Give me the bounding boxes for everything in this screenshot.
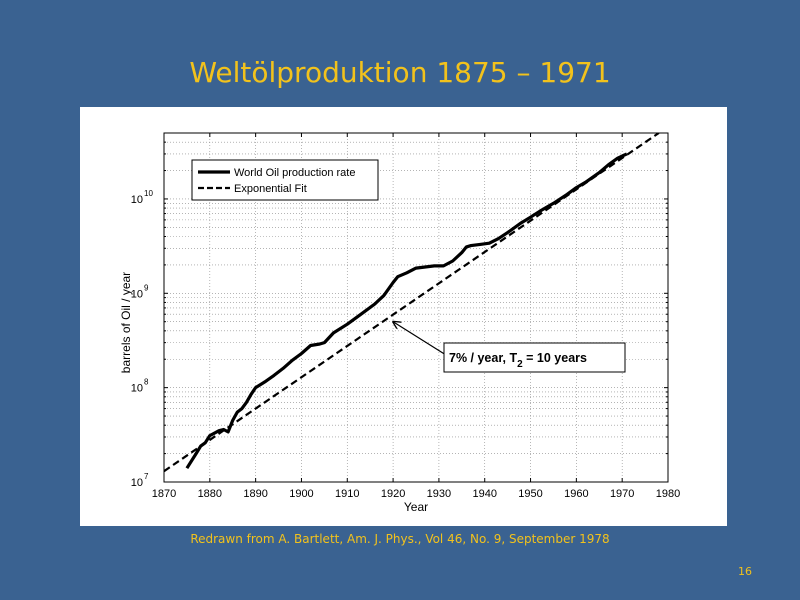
y-tick-base: 10 bbox=[131, 383, 143, 395]
y-tick-label: 108 bbox=[131, 378, 149, 395]
x-tick-label: 1930 bbox=[427, 488, 451, 500]
tick-layer bbox=[163, 132, 669, 483]
x-tick-label: 1960 bbox=[564, 488, 588, 500]
x-tick-label: 1900 bbox=[289, 488, 313, 500]
x-tick-label: 1880 bbox=[198, 488, 222, 500]
y-axis-label: barrels of Oil / year bbox=[119, 272, 133, 373]
annotation-text: 7% / year, T2 = 10 years bbox=[449, 351, 587, 370]
annotation-text-main: 7% / year, T bbox=[449, 351, 517, 365]
source-citation: Redrawn from A. Bartlett, Am. J. Phys., … bbox=[190, 532, 610, 546]
x-tick-label: 1890 bbox=[243, 488, 267, 500]
y-tick-base: 10 bbox=[131, 288, 143, 300]
legend-label: Exponential Fit bbox=[234, 183, 307, 195]
annotation-text-rest: = 10 years bbox=[523, 351, 587, 365]
y-tick-base: 10 bbox=[131, 477, 143, 489]
series-layer bbox=[164, 133, 660, 473]
legend-box bbox=[191, 159, 379, 201]
x-tick-label: 1940 bbox=[472, 488, 496, 500]
series-exponential-fit bbox=[164, 133, 660, 473]
label-layer: 1870 1880 1890 1900 1910 1920 1930 1940 1950 1960… bbox=[119, 189, 680, 514]
y-tick-exponent: 8 bbox=[144, 378, 149, 387]
y-tick-exponent: 7 bbox=[144, 472, 149, 481]
annotation: 7% / year, T2 = 10 years bbox=[393, 322, 626, 373]
y-tick-label: 109 bbox=[131, 283, 149, 300]
x-tick-label: 1910 bbox=[335, 488, 359, 500]
x-tick-label: 1870 bbox=[152, 488, 176, 500]
annotation-box bbox=[443, 342, 626, 373]
x-tick-label: 1970 bbox=[610, 488, 634, 500]
chart-panel: 1870 1880 1890 1900 1910 1920 1930 1940 1950 1960… bbox=[80, 107, 727, 526]
x-tick-label: 1920 bbox=[381, 488, 405, 500]
y-tick-exponent: 10 bbox=[144, 189, 153, 198]
legend-label: World Oil production rate bbox=[234, 167, 355, 179]
legend: World Oil production rate Exponential Fit bbox=[191, 159, 379, 201]
annotation-text-subscript: 2 bbox=[517, 359, 523, 370]
x-axis-label: Year bbox=[404, 500, 428, 514]
x-tick-label: 1950 bbox=[518, 488, 542, 500]
y-tick-label: 107 bbox=[131, 472, 149, 489]
annotation-arrow bbox=[393, 322, 447, 356]
series-world-oil-production bbox=[185, 152, 628, 470]
grid bbox=[164, 133, 668, 482]
page-number: 16 bbox=[738, 565, 752, 578]
x-tick-label: 1980 bbox=[656, 488, 680, 500]
slide-title: Weltölproduktion 1875 – 1971 bbox=[189, 56, 611, 89]
oil-production-chart: 1870 1880 1890 1900 1910 1920 1930 1940 1950 1960… bbox=[119, 132, 680, 514]
y-tick-exponent: 9 bbox=[144, 283, 149, 292]
y-tick-base: 10 bbox=[131, 194, 143, 206]
